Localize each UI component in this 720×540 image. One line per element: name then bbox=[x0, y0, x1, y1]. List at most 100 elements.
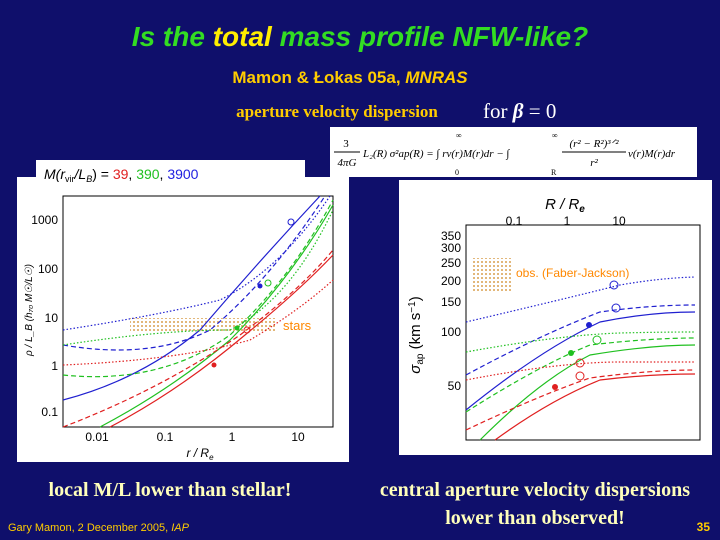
curve bbox=[62, 199, 334, 378]
footer-venue: IAP bbox=[171, 522, 189, 534]
y-tick-label: 300 bbox=[441, 241, 461, 255]
obs-annotation: obs. (Faber-Jackson) bbox=[516, 266, 629, 280]
title-emphasis: total bbox=[213, 21, 273, 52]
curve bbox=[62, 195, 321, 401]
y-tick-label: 50 bbox=[448, 379, 462, 393]
curve bbox=[465, 276, 696, 323]
eq-limit: ∞ bbox=[456, 131, 462, 140]
y-tick-label: 250 bbox=[441, 256, 461, 270]
y-tick-label: 1 bbox=[51, 359, 58, 373]
journal: MNRAS bbox=[405, 68, 468, 87]
curve bbox=[109, 254, 334, 428]
legend-part: , bbox=[128, 166, 136, 182]
stars-band bbox=[130, 318, 276, 333]
right-curves bbox=[465, 276, 696, 441]
eq-frac-num: (r² − R²)³ᐟ² bbox=[569, 138, 619, 150]
top-tick-label: 10 bbox=[612, 214, 626, 228]
curve bbox=[465, 361, 695, 381]
caption-left: local M/L lower than stellar! bbox=[49, 479, 292, 501]
y-tick-label: 10 bbox=[45, 311, 59, 325]
eq-frac-den: r² bbox=[590, 157, 598, 169]
title-part: Is the bbox=[132, 21, 213, 52]
legend-part: , bbox=[160, 166, 168, 182]
marker bbox=[552, 384, 558, 390]
y-tick-label: 100 bbox=[38, 262, 58, 276]
title: Is the total mass profile NFW-like? bbox=[132, 21, 588, 52]
x-tick-label: 0.01 bbox=[85, 430, 109, 444]
marker bbox=[575, 371, 585, 381]
top-label-sub: e bbox=[579, 204, 585, 215]
x-label-sub: e bbox=[209, 453, 214, 462]
x-label-text: r / R bbox=[186, 446, 209, 460]
y-tick-label: 350 bbox=[441, 229, 461, 243]
y-label-close: ) bbox=[407, 296, 424, 301]
authors: Mamon & Łokas 05a, MNRAS bbox=[232, 68, 468, 87]
legend: M(rvir/LB) = 39, 390, 3900 bbox=[44, 166, 199, 184]
obs-band bbox=[473, 258, 513, 292]
curve bbox=[465, 337, 696, 413]
left-y-label: ρ / L_B (h₇₀ M☉/L☉) bbox=[24, 264, 35, 357]
equation-box bbox=[330, 127, 697, 177]
y-label-unit: (km s bbox=[407, 313, 424, 354]
caption-right: lower than observed! bbox=[445, 507, 625, 529]
legend-part: ) = bbox=[92, 166, 113, 182]
y-label-exp: −1 bbox=[407, 301, 418, 313]
legend-red: 39 bbox=[113, 166, 129, 182]
title-part: mass profile NFW-like? bbox=[272, 21, 588, 52]
marker bbox=[234, 325, 240, 331]
page-number: 35 bbox=[697, 520, 711, 534]
legend-part: vir bbox=[65, 174, 75, 184]
beta-symbol: β bbox=[512, 99, 524, 123]
right-top-label: R / Re bbox=[545, 196, 585, 215]
eq-limit: ∞ bbox=[552, 131, 558, 140]
curve bbox=[62, 195, 331, 331]
eq-rhs: ν(r)M(r)dr bbox=[628, 148, 676, 160]
eq-limit: R bbox=[551, 168, 557, 177]
left-y-ticks: 1000 100 10 1 0.1 0.01 0.1 1 10 bbox=[31, 213, 305, 444]
footer: Gary Mamon, 2 December 2005, IAP bbox=[8, 522, 190, 534]
stars-annotation: stars bbox=[283, 318, 312, 333]
curve bbox=[465, 311, 696, 411]
marker bbox=[287, 218, 295, 226]
marker bbox=[264, 279, 272, 287]
x-tick-label: 1 bbox=[229, 430, 236, 444]
eq-limit: 0 bbox=[455, 168, 459, 177]
legend-part: B bbox=[86, 174, 92, 184]
caption-right: central aperture velocity dispersions bbox=[380, 479, 690, 501]
right-y-label: σap (km s−1) bbox=[407, 296, 426, 373]
legend-part: /L bbox=[74, 166, 87, 182]
footer-text: Gary Mamon, 2 December 2005, bbox=[8, 522, 171, 534]
legend-blue: 3900 bbox=[167, 166, 198, 182]
beta-label: for β = 0 bbox=[483, 99, 556, 123]
y-tick-label: 0.1 bbox=[41, 405, 58, 419]
marker bbox=[211, 362, 217, 368]
beta-for: for bbox=[483, 99, 513, 123]
legend-green: 390 bbox=[136, 166, 160, 182]
curve bbox=[465, 369, 696, 431]
curve bbox=[465, 304, 696, 376]
top-tick-label: 1 bbox=[564, 214, 571, 228]
eq-den: 4πG bbox=[338, 157, 357, 169]
marker bbox=[243, 326, 251, 334]
top-tick-label: 0.1 bbox=[506, 214, 523, 228]
marker bbox=[611, 303, 621, 313]
eq-lhs: L₂(R) σ²ap(R) = ∫ rν(r)M(r)dr − ∫ bbox=[362, 148, 510, 160]
y-tick-label: 100 bbox=[441, 325, 461, 339]
right-axes bbox=[465, 224, 701, 441]
x-tick-label: 10 bbox=[291, 430, 305, 444]
curve bbox=[494, 373, 696, 441]
right-y-ticks: 350 300 250 200 150 100 50 bbox=[441, 229, 461, 393]
curve bbox=[62, 249, 334, 428]
x-tick-label: 0.1 bbox=[157, 430, 174, 444]
curve bbox=[99, 204, 334, 428]
right-plot-panel bbox=[399, 180, 712, 455]
aperture-label: aperture velocity dispersion bbox=[236, 102, 438, 121]
marker bbox=[257, 283, 263, 289]
left-x-label: r / Re bbox=[186, 446, 214, 462]
marker bbox=[586, 322, 592, 328]
top-label-text: R / R bbox=[545, 196, 579, 213]
y-label-sigma: σ bbox=[407, 364, 424, 374]
authors-text: Mamon & Łokas 05a, bbox=[232, 68, 405, 87]
